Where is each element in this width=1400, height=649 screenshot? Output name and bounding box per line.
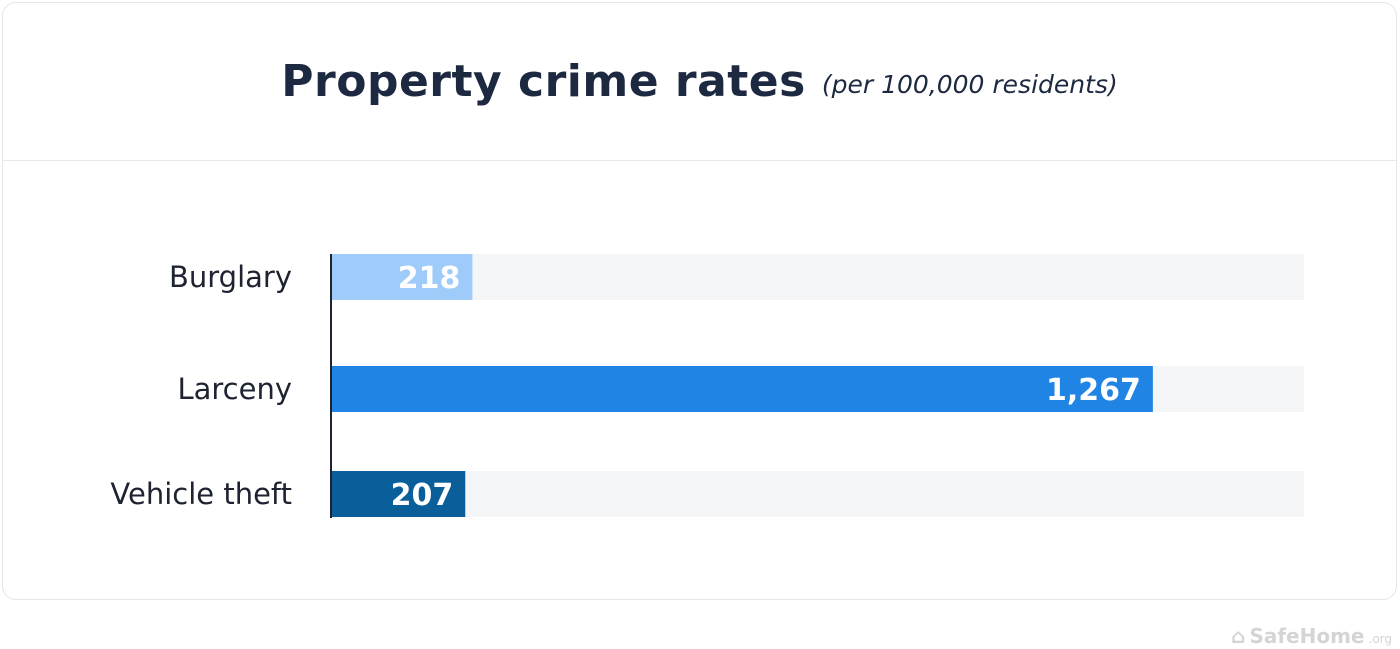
chart-subtitle: (per 100,000 residents): [821, 70, 1118, 99]
chart-title: Property crime rates: [281, 56, 806, 107]
bar: [331, 471, 466, 517]
category-label: Larceny: [177, 372, 292, 406]
bar-track: [331, 254, 1304, 300]
bar-track: [331, 471, 1304, 517]
bar-value-label: 1,267: [1046, 373, 1141, 408]
logo-suffix: .org: [1368, 632, 1393, 646]
bar: [331, 366, 1153, 412]
house-icon: ⌂: [1231, 624, 1246, 648]
logo-name: SafeHome: [1249, 624, 1365, 648]
category-label: Vehicle theft: [110, 477, 292, 511]
bar: [331, 254, 473, 300]
bar-value-label: 207: [391, 478, 454, 513]
bar-value-label: 218: [398, 261, 461, 296]
safehome-logo: ⌂ SafeHome .org: [1231, 624, 1392, 648]
category-label: Burglary: [169, 260, 292, 294]
chart-header: Property crime rates (per 100,000 reside…: [3, 3, 1396, 161]
